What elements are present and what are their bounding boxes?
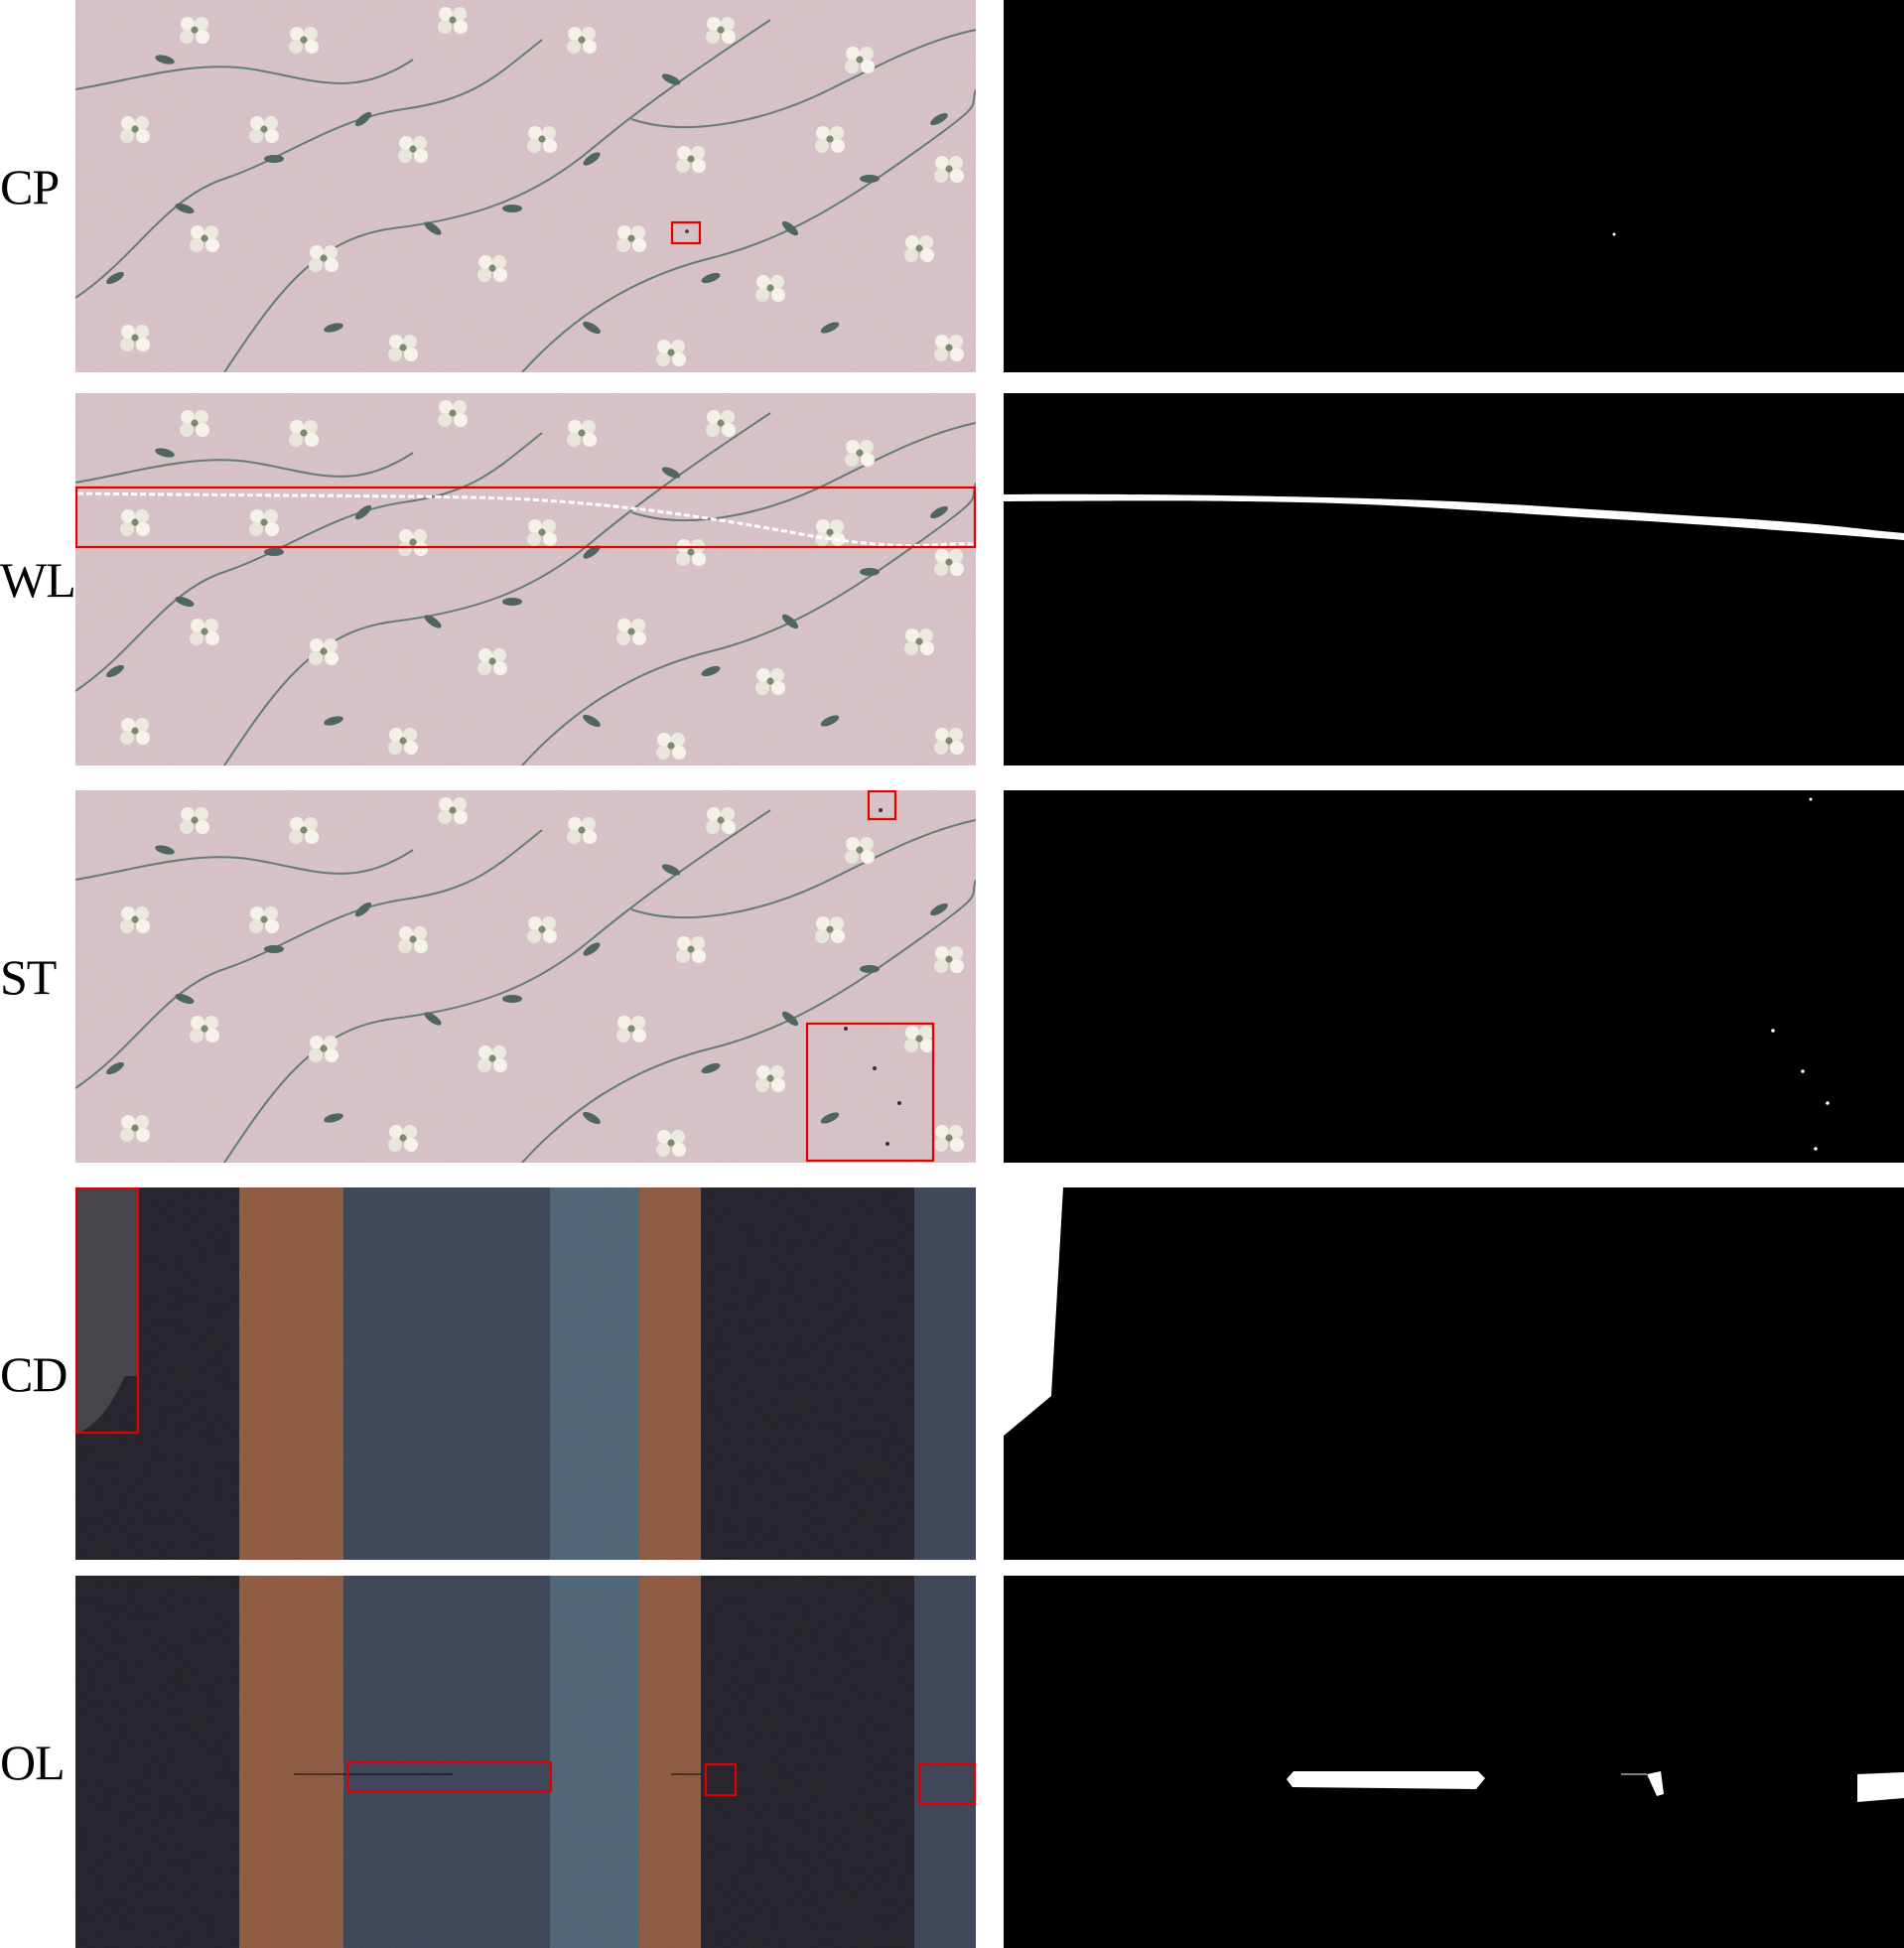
mask-defect — [1287, 1771, 1485, 1789]
mask-image-ol — [1004, 1576, 1904, 1948]
fabric-image-cd — [75, 1187, 976, 1560]
mask-defect — [1612, 232, 1616, 236]
row-wl: WL — [0, 393, 1904, 765]
row-st: ST — [0, 790, 1904, 1163]
mask-defect — [1004, 493, 1904, 540]
mask-image-st — [1004, 790, 1904, 1163]
fabric-image-wl — [75, 393, 976, 765]
row-cd: CD — [0, 1187, 1904, 1560]
mask-image-cd — [1004, 1187, 1904, 1560]
mask-defect — [1647, 1771, 1664, 1796]
mask-defect — [1809, 797, 1813, 801]
row-label-cd: CD — [0, 1345, 68, 1402]
mask-defect — [1004, 1187, 1063, 1436]
mask-defect — [1826, 1101, 1830, 1105]
defect-box — [670, 220, 702, 245]
defect-box — [75, 486, 976, 549]
row-ol: OL — [0, 1576, 1904, 1948]
defect-box — [867, 790, 897, 821]
mask-defect — [1857, 1772, 1904, 1802]
fabric-image-cp — [75, 0, 976, 372]
row-cp: CP — [0, 0, 1904, 372]
mask-defect — [1814, 1147, 1818, 1151]
row-label-ol: OL — [0, 1734, 66, 1790]
mask-defect — [1801, 1069, 1805, 1073]
defect-box — [917, 1762, 976, 1806]
defect-box — [345, 1760, 553, 1793]
fabric-image-st — [75, 790, 976, 1163]
row-label-st: ST — [0, 948, 57, 1005]
defect-box — [75, 1187, 140, 1435]
mask-image-wl — [1004, 393, 1904, 765]
mask-defect — [1771, 1029, 1775, 1033]
row-label-cp: CP — [0, 158, 60, 214]
fabric-image-ol — [75, 1576, 976, 1948]
defect-box — [805, 1022, 935, 1163]
row-label-wl: WL — [0, 551, 76, 608]
mask-image-cp — [1004, 0, 1904, 372]
defect-box — [704, 1762, 738, 1797]
